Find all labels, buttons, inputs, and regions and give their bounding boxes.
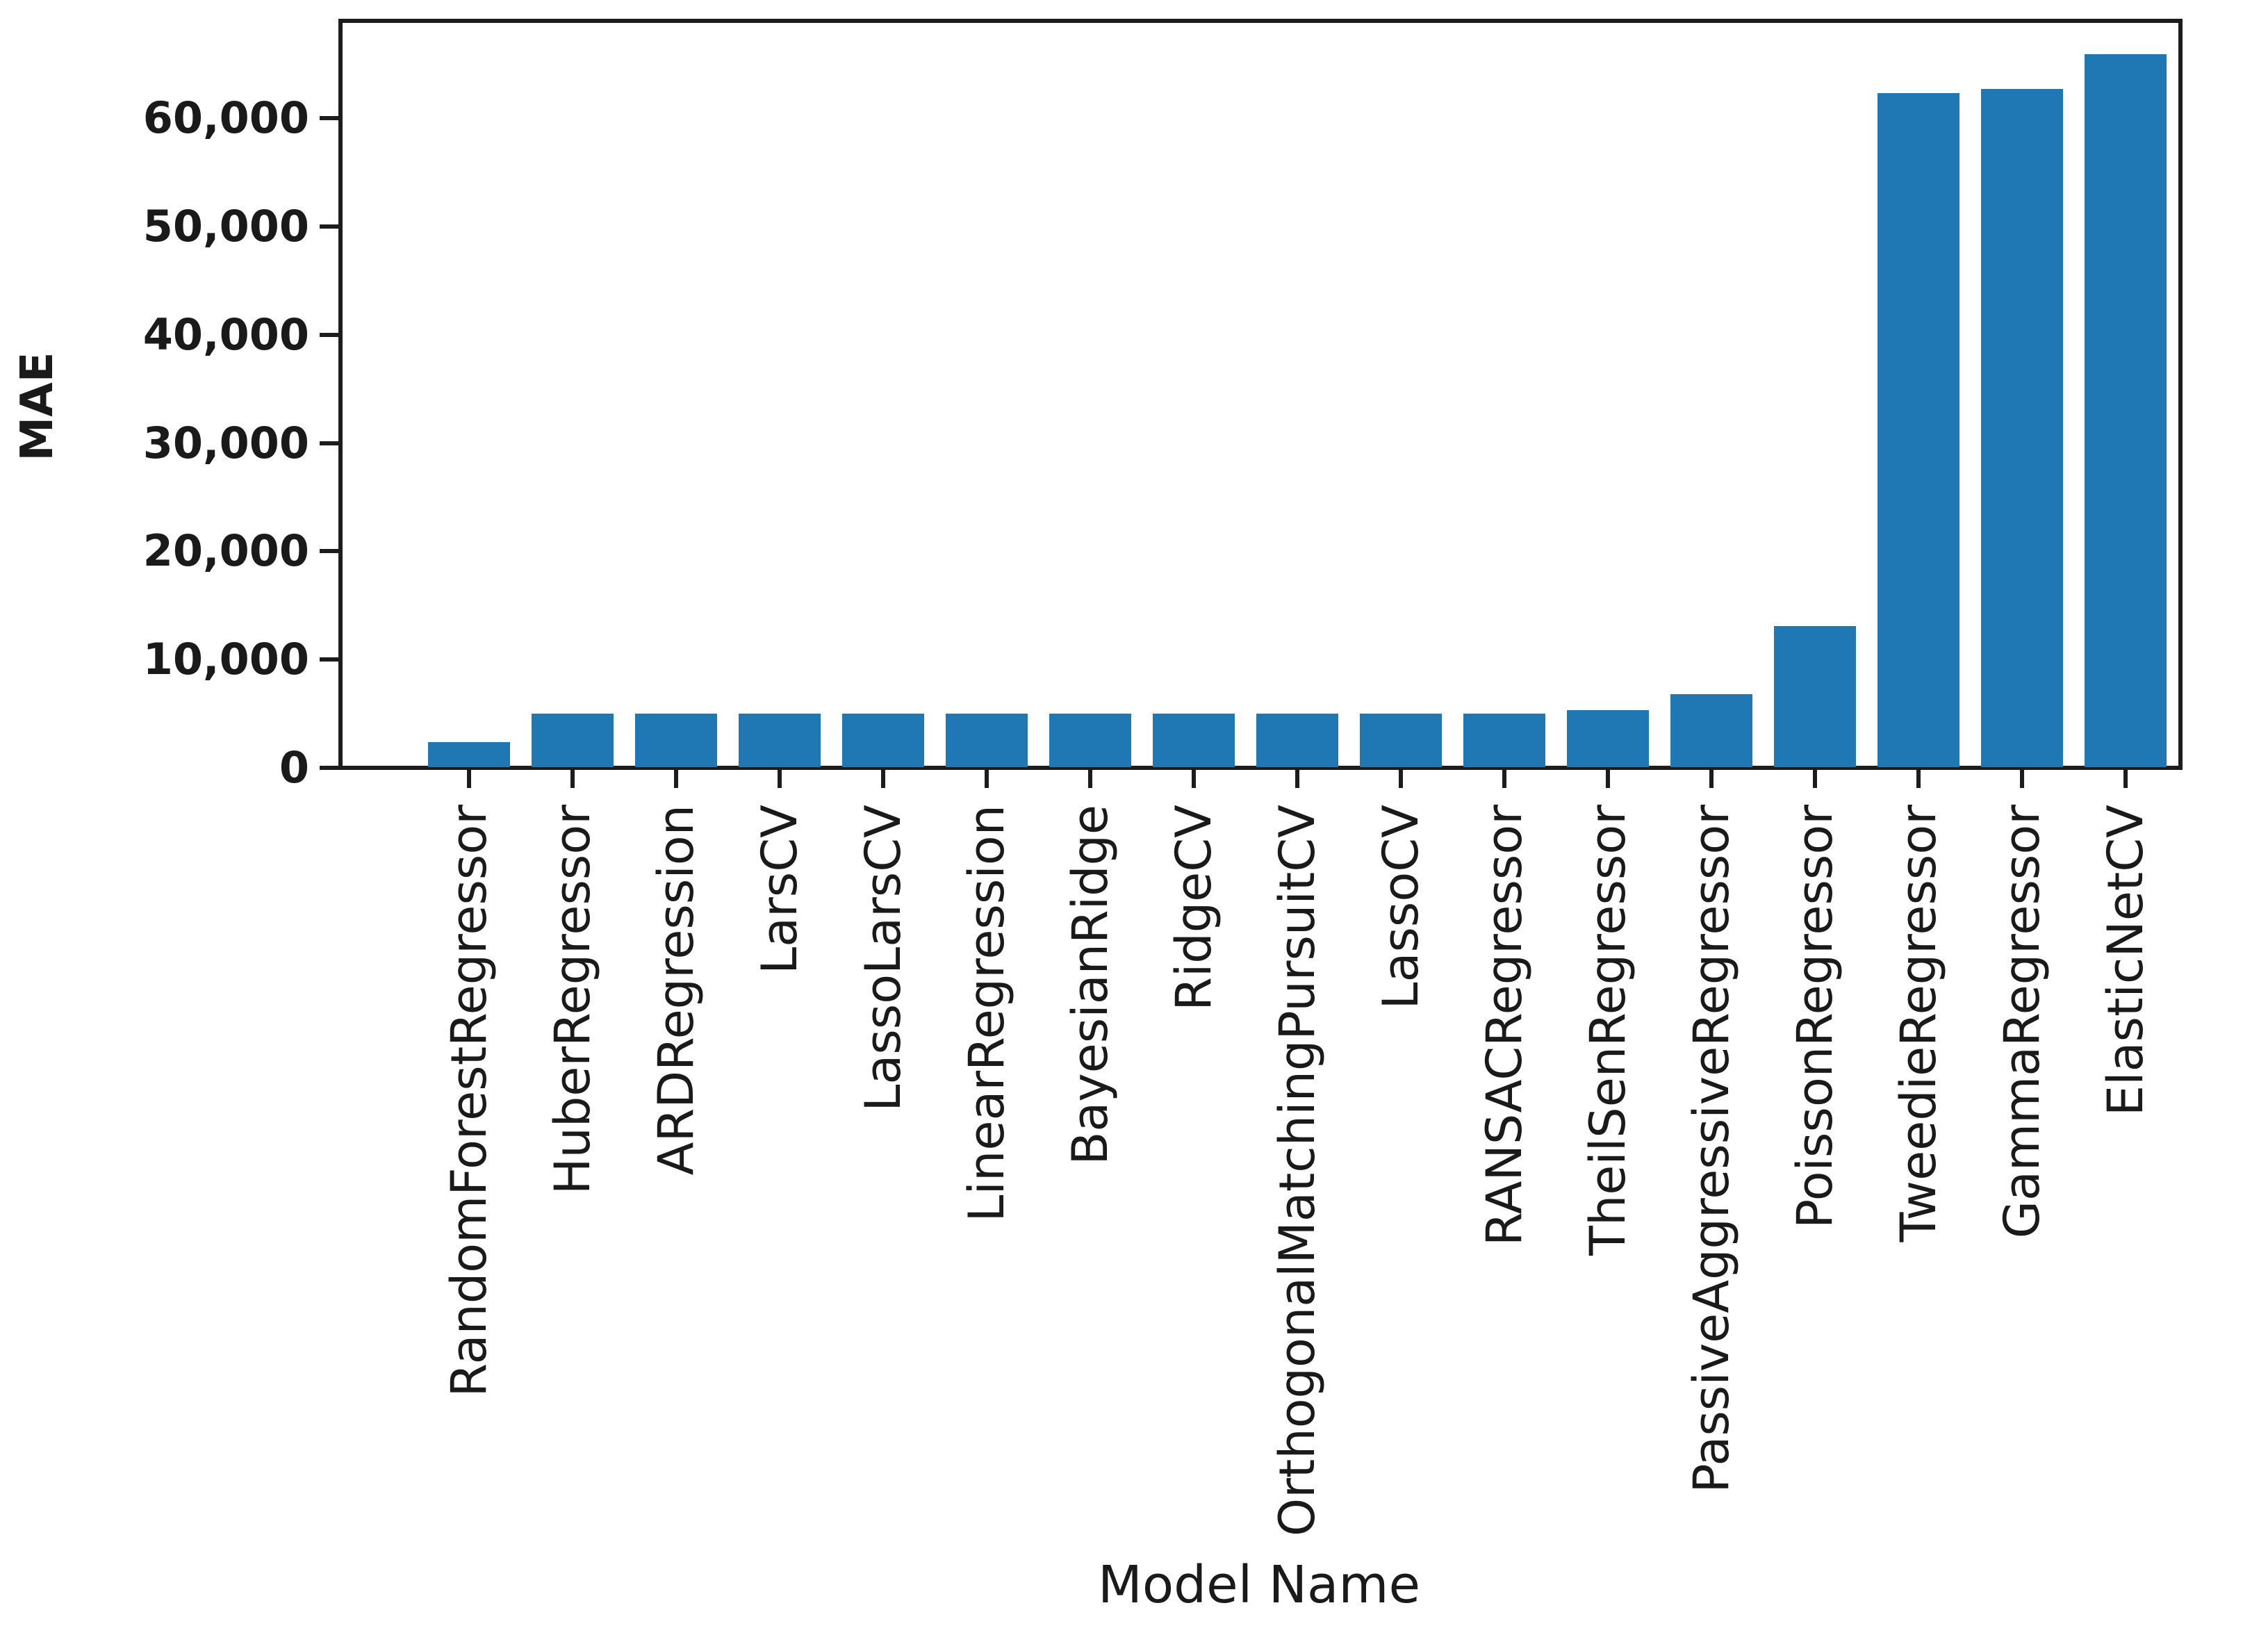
bar xyxy=(1877,93,1959,767)
y-tick-label: 30,000 xyxy=(142,417,309,468)
x-tick-mark xyxy=(985,770,989,788)
x-tick-mark xyxy=(1502,770,1506,788)
plot-right-spine xyxy=(2178,19,2183,770)
x-tick-label: PoissonRegressor xyxy=(1786,805,1843,1229)
x-tick-label: LinearRegression xyxy=(958,805,1015,1222)
plot-top-spine xyxy=(338,19,2183,23)
x-tick-label: RidgeCV xyxy=(1165,805,1222,1011)
x-tick-mark xyxy=(1813,770,1817,788)
bar xyxy=(842,714,924,767)
x-tick-mark xyxy=(778,770,782,788)
plot-left-spine xyxy=(338,19,343,770)
x-tick-label: TheilSenRegressor xyxy=(1579,805,1636,1256)
x-tick-mark xyxy=(1295,770,1299,788)
y-tick-label: 0 xyxy=(279,742,309,793)
y-axis-title: MAE xyxy=(12,352,63,461)
bar xyxy=(2085,54,2167,767)
x-tick-mark xyxy=(467,770,471,788)
x-tick-label: RANSACRegressor xyxy=(1476,805,1533,1247)
x-tick-mark xyxy=(1606,770,1610,788)
bar xyxy=(428,741,510,767)
x-tick-label: GammaRegressor xyxy=(1994,805,2051,1239)
x-tick-label: HuberRegressor xyxy=(544,805,601,1195)
x-tick-mark xyxy=(674,770,678,788)
bar xyxy=(1049,714,1131,767)
bar xyxy=(1567,710,1649,767)
y-tick-mark xyxy=(320,657,340,662)
y-tick-label: 60,000 xyxy=(142,92,309,144)
x-tick-label: PassiveAggressiveRegressor xyxy=(1683,805,1740,1493)
bar xyxy=(1153,714,1235,767)
plot-bottom-spine xyxy=(338,766,2183,770)
y-tick-label: 20,000 xyxy=(142,525,309,577)
bar xyxy=(739,714,821,767)
y-tick-label: 50,000 xyxy=(142,201,309,252)
x-tick-label: ARDRegression xyxy=(648,805,705,1176)
y-tick-mark xyxy=(320,441,340,445)
bar xyxy=(1670,694,1752,767)
x-tick-label: RandomForestRegressor xyxy=(441,805,498,1397)
bar xyxy=(532,714,614,767)
y-tick-label: 10,000 xyxy=(142,634,309,685)
x-tick-mark xyxy=(1088,770,1092,788)
x-tick-mark xyxy=(2123,770,2128,788)
bar xyxy=(1256,714,1338,767)
x-tick-mark xyxy=(1916,770,1921,788)
bar xyxy=(1463,714,1545,767)
x-tick-mark xyxy=(881,770,885,788)
y-tick-mark xyxy=(320,549,340,554)
x-tick-mark xyxy=(1709,770,1714,788)
x-tick-label: TweedieRegressor xyxy=(1890,805,1947,1242)
bar xyxy=(635,714,717,767)
bar xyxy=(946,714,1028,767)
x-tick-label: BayesianRidge xyxy=(1062,805,1119,1165)
y-tick-mark xyxy=(320,116,340,121)
y-tick-mark xyxy=(320,224,340,229)
bar xyxy=(1774,625,1856,767)
x-tick-label: LarsCV xyxy=(751,805,808,974)
bar xyxy=(1981,89,2063,767)
y-tick-label: 40,000 xyxy=(142,309,309,360)
x-tick-label: LassoCV xyxy=(1372,805,1429,1010)
bar xyxy=(1360,714,1442,767)
x-tick-label: OrthogonalMatchingPursuitCV xyxy=(1269,805,1326,1536)
x-tick-label: LassoLarsCV xyxy=(855,805,912,1112)
x-tick-mark xyxy=(1399,770,1403,788)
x-tick-mark xyxy=(2020,770,2024,788)
y-tick-mark xyxy=(320,766,340,770)
x-tick-mark xyxy=(1192,770,1196,788)
x-tick-label: ElasticNetCV xyxy=(2097,805,2154,1117)
y-tick-mark xyxy=(320,332,340,337)
x-tick-mark xyxy=(570,770,575,788)
x-axis-title: Model Name xyxy=(1097,1555,1421,1615)
